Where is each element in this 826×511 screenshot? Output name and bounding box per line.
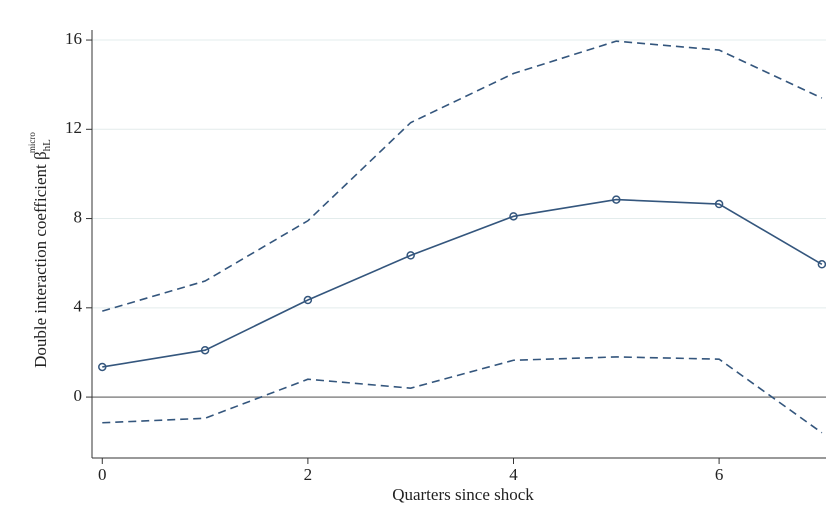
y-tick-label: 8: [74, 207, 83, 226]
x-tick-label: 2: [304, 465, 313, 484]
y-axis-label: Double interaction coefficient βhL micro: [27, 132, 52, 368]
x-tick-label: 6: [715, 465, 724, 484]
y-axis-label-sub: hL: [41, 139, 53, 152]
data-point: [612, 195, 621, 204]
data-point: [200, 345, 210, 355]
x-axis-label: Quarters since shock: [392, 485, 534, 504]
data-point: [303, 295, 313, 305]
data-point: [98, 362, 107, 372]
x-tick-label: 4: [509, 465, 518, 484]
y-tick-label: 16: [65, 29, 82, 48]
y-tick-label: 0: [74, 386, 83, 405]
y-tick-label: 4: [74, 297, 83, 316]
x-tick-label: 0: [98, 465, 107, 484]
data-point: [817, 260, 826, 269]
estimate-line: [102, 198, 823, 368]
y-axis-label-main: Double interaction coefficient β: [31, 151, 50, 368]
confidence-band-line: [102, 40, 823, 312]
y-axis-label-sup: micro: [27, 132, 37, 153]
y-tick-label: 12: [65, 118, 82, 137]
data-point: [509, 212, 518, 221]
data-point: [406, 251, 415, 260]
data-point: [714, 199, 724, 209]
confidence-band-line: [102, 356, 823, 434]
